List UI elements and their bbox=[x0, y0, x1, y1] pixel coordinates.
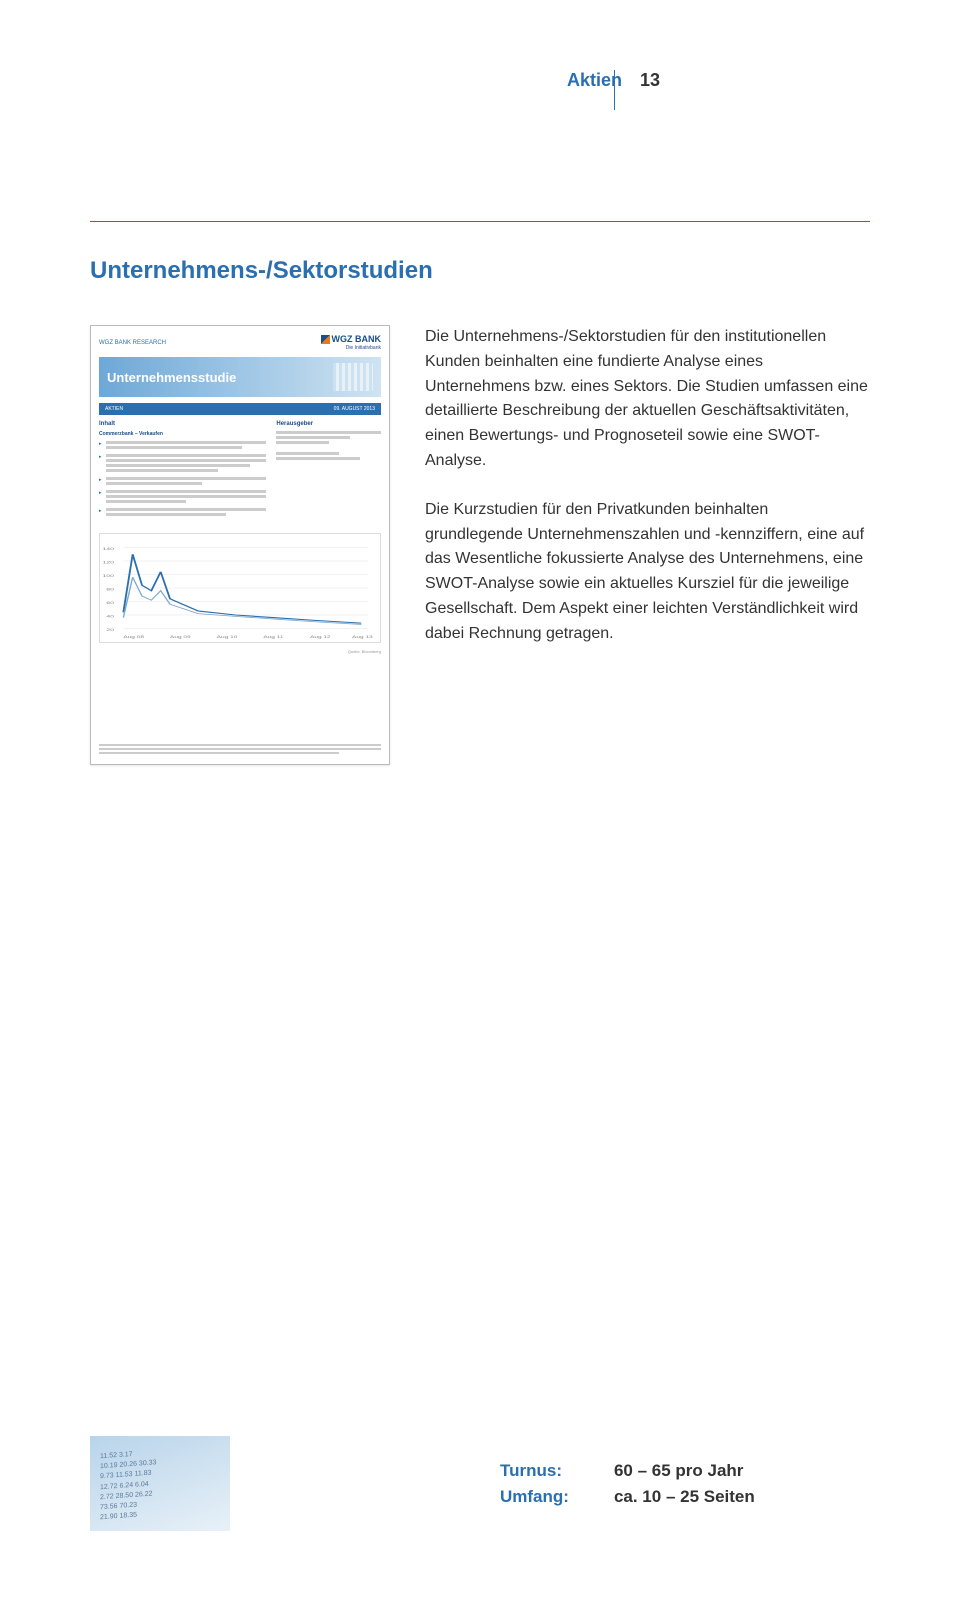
logo-text: WGZ BANK bbox=[332, 334, 382, 344]
body-text: Die Unternehmens-/Sektorstudien für den … bbox=[425, 325, 870, 671]
svg-text:120: 120 bbox=[102, 561, 114, 565]
thumb-col-right: Herausgeber bbox=[276, 421, 381, 521]
thumb-bar-left: AKTIEN bbox=[105, 406, 123, 412]
document-thumbnail: WGZ BANK RESEARCH WGZ BANK Die Initiativ… bbox=[90, 325, 390, 765]
content-row: WGZ BANK RESEARCH WGZ BANK Die Initiativ… bbox=[90, 325, 870, 765]
thumb-col-left-head: Inhalt bbox=[99, 421, 266, 427]
footer-values: 60 – 65 pro Jahr ca. 10 – 25 Seiten bbox=[614, 1461, 755, 1507]
thumb-logo-wrap: WGZ BANK Die Initiativbank bbox=[321, 334, 382, 351]
page-header: Aktien 13 bbox=[90, 70, 870, 91]
svg-text:Aug 12: Aug 12 bbox=[310, 635, 331, 639]
thumb-category-bar: AKTIEN 09. AUGUST 2013 bbox=[99, 403, 381, 415]
umfang-value: ca. 10 – 25 Seiten bbox=[614, 1487, 755, 1507]
svg-text:Aug 08: Aug 08 bbox=[123, 635, 144, 639]
horizontal-rule bbox=[90, 221, 870, 222]
logo-icon bbox=[321, 335, 330, 344]
section-title: Unternehmens-/Sektorstudien bbox=[90, 257, 870, 285]
page-number: 13 bbox=[640, 70, 660, 91]
svg-text:Aug 11: Aug 11 bbox=[263, 635, 283, 639]
thumb-col-right-head: Herausgeber bbox=[276, 421, 381, 427]
thumb-brand-label: WGZ BANK RESEARCH bbox=[99, 340, 166, 346]
svg-text:40: 40 bbox=[106, 615, 114, 619]
svg-text:140: 140 bbox=[102, 547, 114, 551]
header-divider-vertical bbox=[614, 70, 615, 110]
chart-source: Quelle: Bloomberg bbox=[99, 649, 381, 654]
footer-info: Turnus: Umfang: 60 – 65 pro Jahr ca. 10 … bbox=[500, 1461, 755, 1507]
thumb-subtitle: Commerzbank – Verkaufen bbox=[99, 431, 266, 437]
thumb-col-left: Inhalt Commerzbank – Verkaufen ▸ ▸ ▸ ▸ ▸ bbox=[99, 421, 266, 521]
paragraph-2: Die Kurzstudien für den Privatkunden bei… bbox=[425, 498, 870, 647]
thumb-columns: Inhalt Commerzbank – Verkaufen ▸ ▸ ▸ ▸ ▸… bbox=[99, 421, 381, 521]
wgz-bank-logo: WGZ BANK bbox=[321, 334, 382, 344]
page: Aktien 13 Unternehmens-/Sektorstudien WG… bbox=[0, 0, 960, 1601]
thumb-right-text bbox=[276, 431, 381, 460]
umfang-label: Umfang: bbox=[500, 1487, 569, 1507]
thumb-title-bar: Unternehmensstudie bbox=[99, 357, 381, 397]
thumb-line-chart: 140 120 100 80 60 40 20 Aug 08 Aug 09 Aug … bbox=[99, 533, 381, 643]
footer-thumb-numbers: 11.52 3.17 10.19 20.26 30.33 9.73 11.53 … bbox=[90, 1436, 230, 1531]
svg-text:Aug 09: Aug 09 bbox=[170, 635, 191, 639]
svg-text:Aug 13: Aug 13 bbox=[352, 635, 373, 639]
turnus-label: Turnus: bbox=[500, 1461, 569, 1481]
thumb-bullets: ▸ ▸ ▸ ▸ ▸ bbox=[99, 441, 266, 518]
footer-labels: Turnus: Umfang: bbox=[500, 1461, 569, 1507]
svg-text:20: 20 bbox=[106, 628, 114, 632]
turnus-value: 60 – 65 pro Jahr bbox=[614, 1461, 755, 1481]
thumb-bar-right: 09. AUGUST 2013 bbox=[334, 406, 375, 412]
svg-text:80: 80 bbox=[106, 588, 114, 592]
logo-subtitle: Die Initiativbank bbox=[321, 345, 382, 351]
footer: 11.52 3.17 10.19 20.26 30.33 9.73 11.53 … bbox=[90, 1436, 870, 1531]
bar-chart-icon bbox=[333, 363, 373, 391]
svg-text:100: 100 bbox=[102, 574, 114, 578]
thumb-disclaimer bbox=[99, 744, 381, 756]
thumb-doc-title: Unternehmensstudie bbox=[107, 370, 236, 385]
line-chart-svg: 140 120 100 80 60 40 20 Aug 08 Aug 09 Aug … bbox=[100, 534, 380, 642]
svg-text:Aug 10: Aug 10 bbox=[217, 635, 238, 639]
thumb-header: WGZ BANK RESEARCH WGZ BANK Die Initiativ… bbox=[99, 334, 381, 351]
footer-thumbnail: 11.52 3.17 10.19 20.26 30.33 9.73 11.53 … bbox=[90, 1436, 230, 1531]
svg-text:60: 60 bbox=[106, 601, 114, 605]
paragraph-1: Die Unternehmens-/Sektorstudien für den … bbox=[425, 325, 870, 474]
